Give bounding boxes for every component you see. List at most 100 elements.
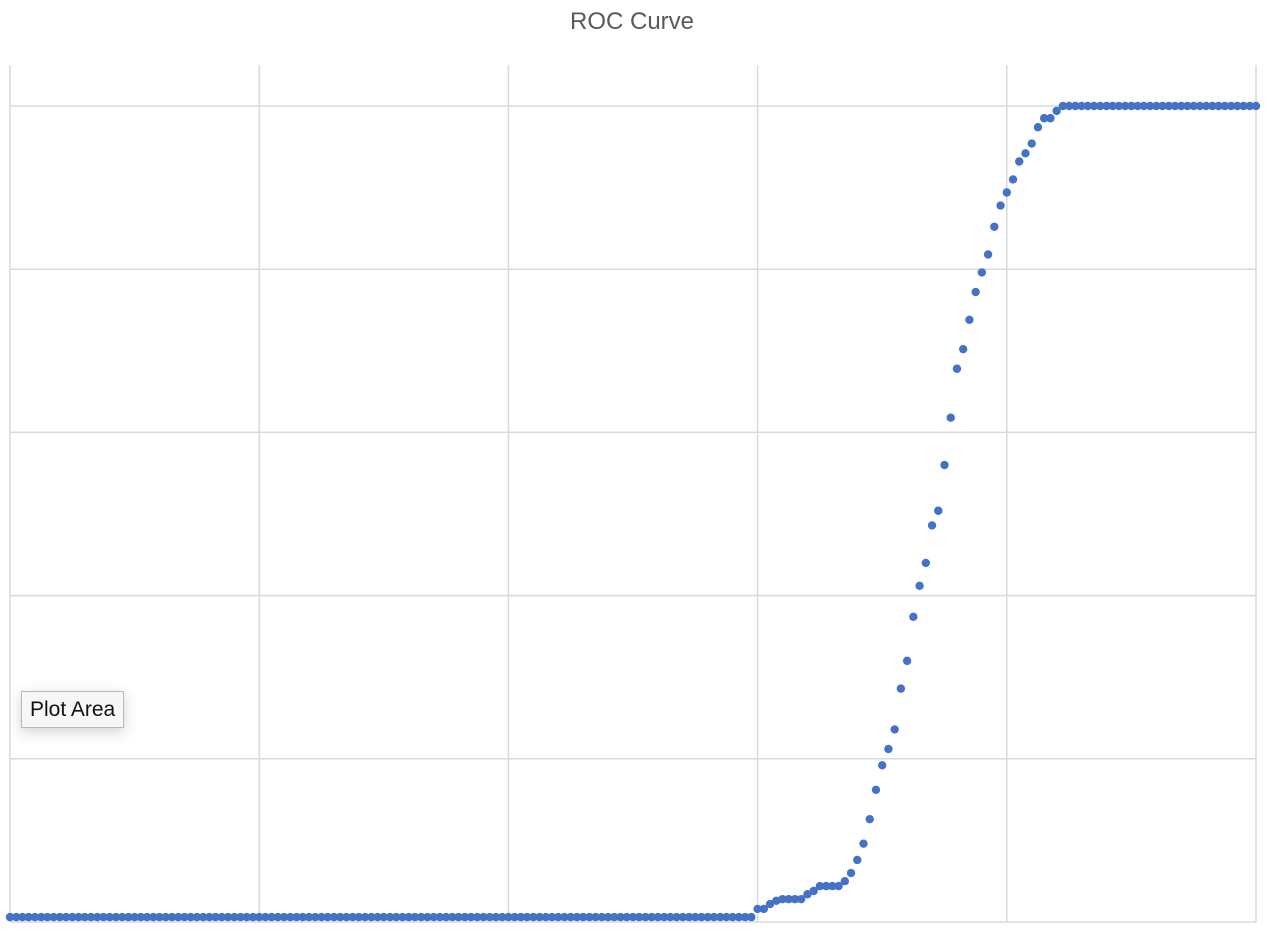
- data-point[interactable]: [865, 814, 874, 824]
- data-point[interactable]: [279, 912, 289, 922]
- data-point[interactable]: [915, 581, 924, 591]
- data-point[interactable]: [398, 912, 407, 922]
- data-point[interactable]: [578, 912, 588, 922]
- data-point[interactable]: [223, 912, 233, 922]
- data-point[interactable]: [1077, 101, 1086, 111]
- data-point[interactable]: [927, 521, 937, 530]
- data-point[interactable]: [716, 912, 725, 922]
- data-point[interactable]: [460, 912, 469, 922]
- data-point[interactable]: [273, 912, 283, 922]
- data-point[interactable]: [1214, 101, 1223, 111]
- data-point[interactable]: [485, 912, 494, 922]
- data-point[interactable]: [1052, 106, 1061, 116]
- data-point[interactable]: [1170, 101, 1180, 111]
- data-point[interactable]: [373, 912, 382, 922]
- data-point[interactable]: [1114, 101, 1124, 111]
- data-point[interactable]: [410, 912, 420, 922]
- data-point[interactable]: [572, 912, 582, 922]
- data-point[interactable]: [448, 912, 457, 922]
- data-point[interactable]: [728, 912, 737, 922]
- data-point[interactable]: [859, 839, 868, 848]
- data-point[interactable]: [809, 886, 818, 896]
- data-point[interactable]: [1220, 101, 1230, 111]
- data-point[interactable]: [610, 912, 619, 922]
- data-point[interactable]: [510, 912, 519, 922]
- data-point[interactable]: [921, 558, 931, 568]
- data-point[interactable]: [678, 912, 688, 922]
- data-point[interactable]: [535, 912, 544, 922]
- data-point[interactable]: [1083, 101, 1092, 111]
- data-point[interactable]: [242, 912, 251, 922]
- data-point[interactable]: [909, 612, 918, 622]
- data-point[interactable]: [1064, 101, 1074, 111]
- data-point[interactable]: [1021, 149, 1030, 158]
- data-point[interactable]: [286, 912, 295, 922]
- data-point[interactable]: [591, 912, 600, 922]
- data-point[interactable]: [323, 912, 332, 922]
- data-point[interactable]: [641, 912, 650, 922]
- data-point[interactable]: [940, 460, 949, 470]
- data-point[interactable]: [1164, 101, 1173, 111]
- data-point[interactable]: [765, 899, 775, 909]
- data-point[interactable]: [236, 912, 245, 922]
- data-point[interactable]: [155, 912, 164, 922]
- data-point[interactable]: [192, 912, 202, 922]
- data-point[interactable]: [759, 904, 769, 914]
- data-point[interactable]: [105, 912, 114, 922]
- data-point[interactable]: [80, 912, 89, 922]
- data-point[interactable]: [1096, 101, 1105, 111]
- data-point[interactable]: [99, 912, 108, 922]
- data-point[interactable]: [385, 912, 395, 922]
- data-point[interactable]: [834, 881, 843, 891]
- data-point[interactable]: [647, 912, 656, 922]
- data-point[interactable]: [815, 881, 825, 891]
- data-point[interactable]: [404, 912, 413, 922]
- data-point[interactable]: [597, 912, 607, 922]
- data-point[interactable]: [790, 894, 800, 904]
- data-point[interactable]: [329, 912, 339, 922]
- data-point[interactable]: [666, 912, 675, 922]
- data-point[interactable]: [846, 868, 856, 878]
- data-point[interactable]: [1245, 101, 1254, 111]
- data-point[interactable]: [267, 912, 276, 922]
- data-point[interactable]: [255, 912, 264, 922]
- data-point[interactable]: [778, 894, 787, 904]
- data-point[interactable]: [1039, 114, 1049, 123]
- data-point[interactable]: [691, 912, 700, 922]
- data-point[interactable]: [217, 912, 227, 922]
- data-point[interactable]: [43, 912, 52, 922]
- data-point[interactable]: [454, 912, 463, 922]
- data-point[interactable]: [684, 912, 694, 922]
- data-point[interactable]: [616, 912, 625, 922]
- data-point[interactable]: [516, 912, 526, 922]
- data-point[interactable]: [1102, 101, 1111, 111]
- data-point[interactable]: [740, 912, 750, 922]
- data-point[interactable]: [360, 912, 370, 922]
- data-point[interactable]: [1089, 101, 1099, 111]
- data-point[interactable]: [653, 912, 663, 922]
- data-point[interactable]: [248, 912, 258, 922]
- data-point[interactable]: [747, 912, 756, 922]
- data-point[interactable]: [1226, 101, 1236, 111]
- data-point[interactable]: [423, 912, 432, 922]
- data-point[interactable]: [36, 912, 46, 922]
- data-point[interactable]: [1120, 101, 1130, 111]
- data-point[interactable]: [1208, 101, 1217, 111]
- data-point[interactable]: [1158, 101, 1167, 111]
- data-point[interactable]: [566, 912, 575, 922]
- data-point[interactable]: [1189, 101, 1198, 111]
- data-point[interactable]: [24, 912, 33, 922]
- data-point[interactable]: [1058, 101, 1068, 111]
- data-point[interactable]: [1139, 101, 1149, 111]
- data-point[interactable]: [1108, 101, 1117, 111]
- data-point[interactable]: [117, 912, 127, 922]
- data-point[interactable]: [990, 222, 999, 231]
- data-point[interactable]: [335, 912, 345, 922]
- data-point[interactable]: [304, 912, 314, 922]
- data-point[interactable]: [1251, 101, 1261, 111]
- data-point[interactable]: [784, 894, 793, 904]
- data-point[interactable]: [230, 912, 239, 922]
- data-point[interactable]: [1201, 101, 1211, 111]
- data-point[interactable]: [205, 912, 214, 922]
- data-point[interactable]: [709, 912, 719, 922]
